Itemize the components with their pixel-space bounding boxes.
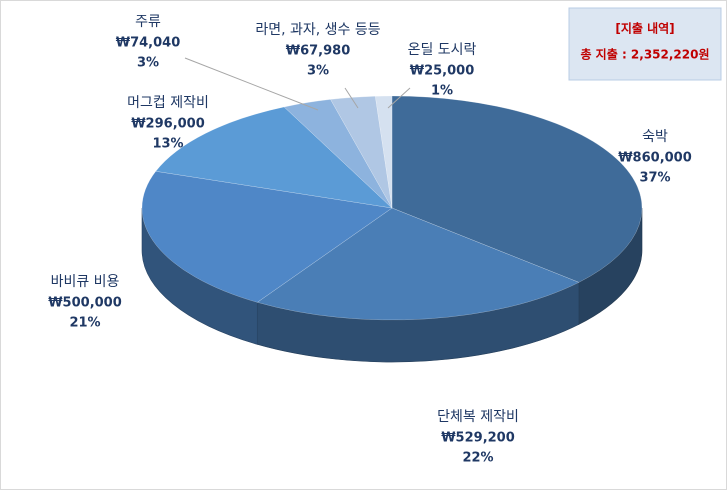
value-label: ₩529,200 — [441, 431, 515, 446]
value-label: ₩500,000 — [48, 296, 122, 311]
percent-label: 13% — [152, 137, 183, 152]
slice-label: 머그컵 제작비 — [127, 95, 209, 111]
slice — [283, 99, 393, 209]
slice-label: 온딜 도시락 — [408, 42, 477, 58]
slice — [256, 207, 580, 321]
slice — [375, 95, 393, 209]
slice — [391, 95, 643, 283]
leader-line — [344, 87, 359, 109]
value-label: ₩296,000 — [131, 117, 205, 132]
slice-label: 바비큐 비용 — [51, 274, 120, 290]
percent-label: 22% — [462, 451, 493, 466]
slice — [155, 106, 393, 209]
value-label: ₩67,980 — [286, 44, 351, 59]
slice-label: 라면, 과자, 생수 등등 — [255, 22, 380, 38]
percent-label: 37% — [639, 171, 670, 186]
summary-total: 총 지출 : 2,352,220원 — [580, 47, 709, 62]
slice — [330, 95, 393, 209]
value-label: ₩860,000 — [618, 151, 692, 166]
percent-label: 3% — [307, 64, 329, 79]
leader-line — [387, 87, 411, 109]
percent-label: 21% — [69, 316, 100, 331]
percent-label: 1% — [431, 84, 453, 99]
slice — [141, 171, 393, 303]
percent-label: 3% — [137, 56, 159, 71]
summary-title: [지출 내역] — [615, 21, 674, 36]
slice-label: 주류 — [135, 14, 161, 30]
leader-line — [184, 57, 319, 111]
value-label: ₩25,000 — [410, 64, 475, 79]
summary-box — [568, 7, 722, 81]
slice-label: 단체복 제작비 — [437, 409, 519, 425]
value-label: ₩74,040 — [116, 36, 181, 51]
slice-label: 숙박 — [642, 129, 668, 145]
